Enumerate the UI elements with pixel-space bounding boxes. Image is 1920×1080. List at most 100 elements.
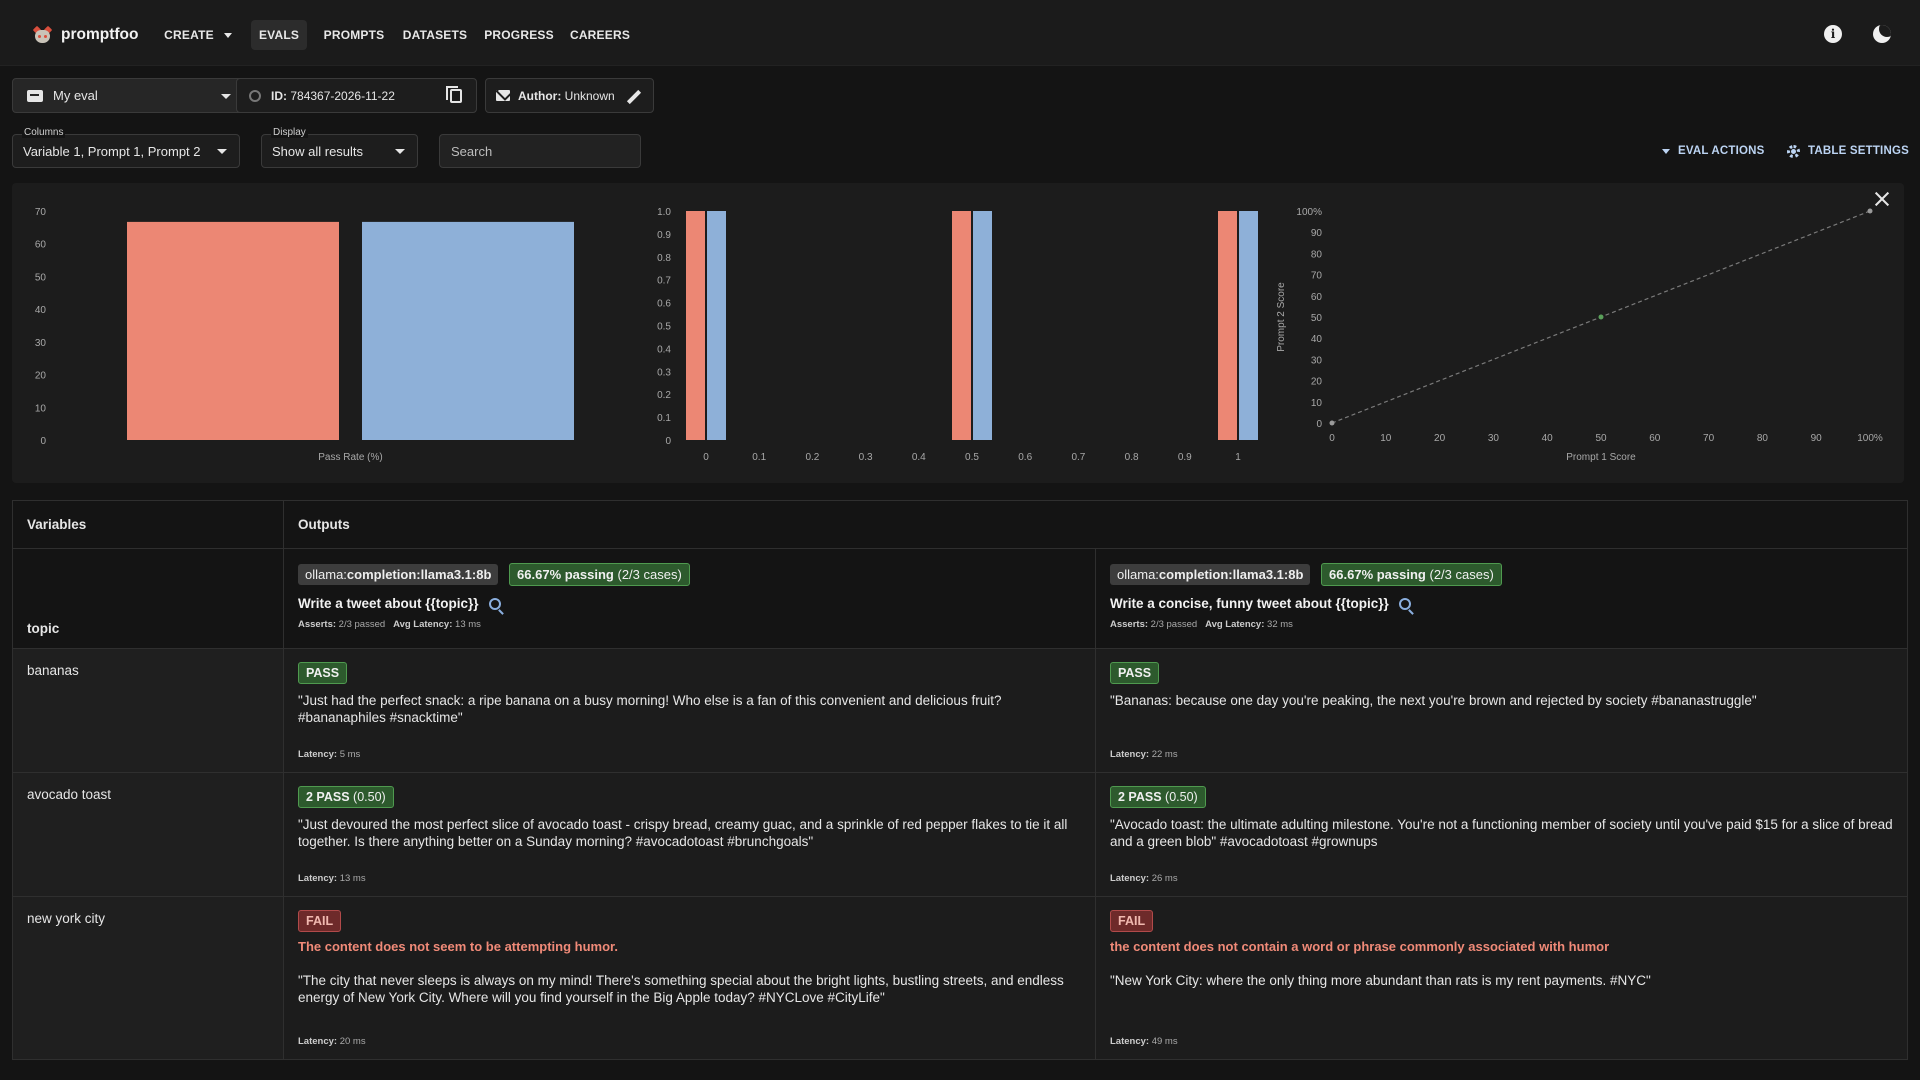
scatter-point bbox=[1329, 420, 1335, 426]
y-tick-label: 10 bbox=[1311, 398, 1323, 409]
author-box: Author: Unknown bbox=[485, 78, 654, 113]
status-badge: FAIL bbox=[298, 910, 342, 932]
author-label: Author: bbox=[518, 88, 562, 103]
y-tick-label: 90 bbox=[1311, 228, 1323, 239]
latency: Latency: 49 ms bbox=[1110, 1036, 1178, 1047]
output-cell[interactable]: 2 PASS (0.50) "Avocado toast: the ultima… bbox=[1095, 772, 1908, 897]
y-tick-label: 60 bbox=[35, 240, 47, 251]
caret-down-icon bbox=[1662, 148, 1670, 154]
eval-selector[interactable]: My eval bbox=[12, 78, 244, 113]
nav-evals[interactable]: EVALS bbox=[251, 20, 307, 50]
histogram-bar bbox=[952, 211, 971, 440]
pass-rate-chip: 66.67% passing (2/3 cases) bbox=[509, 563, 690, 586]
close-charts-icon[interactable] bbox=[1874, 191, 1890, 207]
y-tick-label: 1.0 bbox=[657, 207, 671, 218]
x-tick-label: 100% bbox=[1857, 433, 1883, 444]
x-tick-label: 90 bbox=[1811, 433, 1823, 444]
fail-reason: The content does not seem to be attempti… bbox=[298, 939, 618, 954]
columns-value: Variable 1, Prompt 1, Prompt 2 bbox=[23, 143, 201, 159]
chevron-down-icon bbox=[223, 33, 232, 39]
output-cell[interactable]: FAIL the content does not contain a word… bbox=[1095, 896, 1908, 1060]
y-tick-label: 20 bbox=[35, 371, 47, 382]
table-settings-button[interactable]: TABLE SETTINGS bbox=[1787, 142, 1909, 160]
x-tick-label: 0.7 bbox=[1071, 452, 1085, 463]
bar-2 bbox=[362, 221, 574, 440]
histogram-bar bbox=[707, 211, 726, 440]
nav-datasets[interactable]: DATASETS bbox=[402, 28, 468, 42]
chevron-down-icon bbox=[217, 149, 227, 154]
output-text: "New York City: where the only thing mor… bbox=[1110, 973, 1651, 988]
status-badge: 2 PASS (0.50) bbox=[298, 786, 394, 808]
brand[interactable]: promptfoo bbox=[32, 22, 139, 48]
status-badge: 2 PASS (0.50) bbox=[1110, 786, 1206, 808]
brand-name: promptfoo bbox=[61, 26, 139, 43]
x-tick-label: 0.6 bbox=[1018, 452, 1032, 463]
prompt-meta: Asserts: 2/3 passed Avg Latency: 13 ms bbox=[298, 619, 481, 630]
output-cell[interactable]: PASS "Bananas: because one day you're pe… bbox=[1095, 648, 1908, 773]
x-tick-label: 0.4 bbox=[912, 452, 926, 463]
prompt-text: Write a tweet about {{topic}} bbox=[298, 596, 1081, 611]
fingerprint-icon bbox=[249, 89, 261, 102]
search-input[interactable] bbox=[439, 134, 641, 168]
x-tick-label: 0 bbox=[703, 452, 709, 463]
display-label: Display bbox=[271, 127, 308, 138]
prompt-header-row: topic ollama:completion:llama3.1:8b 66.6… bbox=[12, 548, 1908, 649]
x-tick-label: 40 bbox=[1542, 433, 1554, 444]
latency: Latency: 26 ms bbox=[1110, 873, 1178, 884]
output-cell[interactable]: FAIL The content does not seem to be att… bbox=[283, 896, 1096, 1060]
output-text: "Avocado toast: the ultimate adulting mi… bbox=[1110, 817, 1893, 849]
y-tick-label: 40 bbox=[35, 305, 47, 316]
display-select[interactable]: Show all results bbox=[261, 134, 418, 168]
prompt-meta: Asserts: 2/3 passed Avg Latency: 32 ms bbox=[1110, 619, 1293, 630]
output-text: "Just devoured the most perfect slice of… bbox=[298, 817, 1068, 849]
magnify-icon[interactable] bbox=[488, 597, 501, 610]
x-tick-label: 0.8 bbox=[1125, 452, 1139, 463]
x-tick-label: 60 bbox=[1649, 433, 1661, 444]
display-value: Show all results bbox=[272, 143, 364, 159]
y-tick-label: 0.2 bbox=[657, 390, 671, 401]
y-tick-label: 0.6 bbox=[657, 299, 671, 310]
y-tick-label: 0.7 bbox=[657, 276, 671, 287]
nav-prompts[interactable]: PROMPTS bbox=[323, 28, 385, 42]
eval-actions-button[interactable]: EVAL ACTIONS bbox=[1662, 142, 1765, 160]
columns-label: Columns bbox=[22, 127, 66, 138]
y-tick-label: 100% bbox=[1296, 207, 1322, 218]
nav-careers[interactable]: CAREERS bbox=[569, 28, 631, 42]
x-tick-label: 30 bbox=[1488, 433, 1500, 444]
y-tick-label: 0.3 bbox=[657, 367, 671, 378]
histogram-bar bbox=[686, 211, 705, 440]
prompt-2-header: ollama:completion:llama3.1:8b 66.67% pas… bbox=[1095, 548, 1908, 649]
x-tick-label: 0.3 bbox=[859, 452, 873, 463]
info-icon[interactable]: i bbox=[1824, 25, 1842, 43]
nav-progress[interactable]: PROGRESS bbox=[484, 28, 554, 42]
status-badge: PASS bbox=[1110, 662, 1160, 684]
prompt-text: Write a concise, funny tweet about {{top… bbox=[1110, 596, 1893, 611]
edit-pencil-icon[interactable] bbox=[627, 90, 641, 104]
dark-mode-moon-icon[interactable] bbox=[1873, 25, 1891, 43]
var-value: avocado toast bbox=[12, 772, 284, 897]
columns-select[interactable]: Variable 1, Prompt 1, Prompt 2 bbox=[12, 134, 240, 168]
y-tick-label: 0 bbox=[1316, 419, 1322, 430]
eval-actions-label: EVAL ACTIONS bbox=[1678, 145, 1765, 157]
table-row: new york city FAIL The content does not … bbox=[12, 896, 1908, 1060]
nav-create[interactable]: CREATE bbox=[158, 20, 238, 50]
variables-header: Variables bbox=[12, 500, 284, 549]
magnify-icon[interactable] bbox=[1398, 597, 1411, 610]
latency: Latency: 20 ms bbox=[298, 1036, 366, 1047]
x-tick-label: 0.1 bbox=[752, 452, 766, 463]
x-tick-label: 1 bbox=[1235, 452, 1241, 463]
x-axis-label: Prompt 1 Score bbox=[1566, 452, 1636, 463]
chevron-down-icon bbox=[221, 93, 231, 99]
scatter-point bbox=[1867, 208, 1873, 214]
output-cell[interactable]: 2 PASS (0.50) "Just devoured the most pe… bbox=[283, 772, 1096, 897]
promptfoo-logo-icon bbox=[32, 25, 53, 44]
y-tick-label: 0 bbox=[40, 436, 46, 447]
y-tick-label: 0.8 bbox=[657, 253, 671, 264]
x-tick-label: 20 bbox=[1434, 433, 1446, 444]
output-cell[interactable]: PASS "Just had the perfect snack: a ripe… bbox=[283, 648, 1096, 773]
author-value: Unknown bbox=[564, 88, 615, 103]
latency: Latency: 22 ms bbox=[1110, 749, 1178, 760]
bar-1 bbox=[127, 221, 339, 440]
copy-icon[interactable] bbox=[446, 86, 462, 103]
x-tick-label: 0.2 bbox=[805, 452, 819, 463]
